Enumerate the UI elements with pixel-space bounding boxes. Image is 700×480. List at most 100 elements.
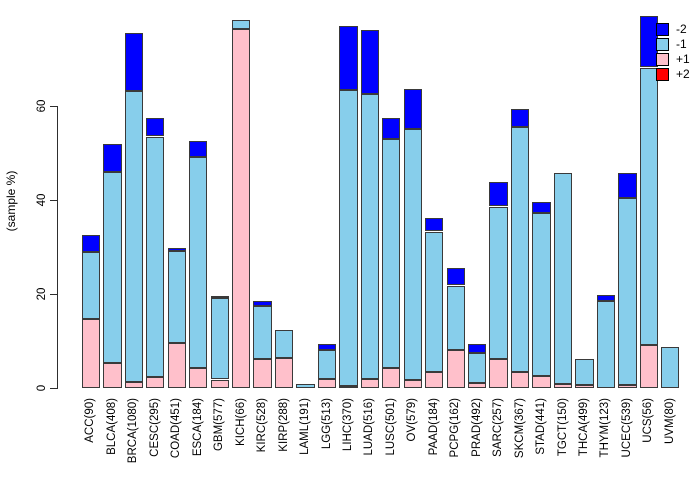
bar-segment-UCS(56)--1 — [639, 67, 659, 346]
x-axis-label: BLCA(408) — [105, 398, 118, 455]
y-tick-mark — [50, 387, 57, 389]
y-axis-label: (sample %) — [4, 170, 18, 232]
bar-segment-KIRC(528)-+1 — [253, 359, 272, 388]
bar-segment-CESC(295)--2 — [146, 118, 165, 137]
y-tick-mark — [50, 293, 57, 295]
x-axis-label: COAD(451) — [170, 398, 183, 459]
legend-label: +1 — [676, 52, 690, 66]
bar-segment-TGCT(150)-+1 — [553, 383, 573, 388]
bar-segment-UCS(56)-+1 — [639, 345, 659, 388]
x-axis-label: KIRC(528) — [256, 398, 269, 453]
bar-segment-LUSC(501)-+1 — [382, 368, 401, 388]
bar-segment-OV(579)--2 — [403, 89, 422, 129]
x-axis-label: KIRP(288) — [277, 398, 290, 452]
legend-item: -2 — [656, 22, 690, 37]
bar-segment-PCPG(162)--1 — [446, 285, 465, 350]
bar-segment-SARC(257)-+1 — [489, 359, 508, 388]
legend-item: -1 — [656, 37, 690, 52]
x-axis-label: PAAD(184) — [427, 398, 440, 456]
x-axis-label: BRCA(1080) — [127, 398, 140, 464]
legend-swatch--1 — [656, 38, 669, 51]
bar-segment-OV(579)--1 — [403, 128, 422, 380]
bar-segment-THCA(499)-+1 — [575, 385, 594, 388]
bar-segment-CESC(295)-+1 — [146, 377, 165, 388]
x-axis-label: STAD(441) — [535, 398, 548, 455]
bar-segment-TGCT(150)--1 — [553, 173, 573, 384]
x-axis-label: KICH(66) — [234, 398, 247, 446]
bar-segment-BRCA(1080)--1 — [124, 91, 143, 382]
bar-segment-LIHC(370)--2 — [339, 25, 358, 90]
bar-segment-OV(579)-+1 — [403, 379, 422, 388]
legend-label: -2 — [676, 22, 687, 36]
legend-label: +2 — [676, 67, 690, 81]
x-axis-label: PCPG(162) — [449, 398, 462, 458]
bar-segment-BRCA(1080)--2 — [124, 33, 143, 91]
x-axis-label: ACC(90) — [84, 398, 97, 443]
x-axis-label: THCA(499) — [578, 398, 590, 457]
bar-segment-PCPG(162)-+1 — [446, 349, 465, 388]
bar-segment-THYM(123)--2 — [596, 294, 616, 301]
bar-segment-PRAD(492)--2 — [468, 343, 487, 354]
bar-segment-BRCA(1080)-+1 — [124, 381, 143, 388]
y-tick-label: 0 — [36, 384, 48, 392]
bar-segment-UCEC(539)-+1 — [618, 385, 637, 388]
x-axis-label: OV(579) — [406, 398, 419, 442]
bar-segment-STAD(441)--2 — [532, 202, 551, 214]
bar-segment-COAD(451)-+1 — [167, 342, 186, 388]
bar-segment-ESCA(184)--2 — [189, 140, 208, 157]
bar-segment-UVM(80)--1 — [661, 347, 680, 388]
bar-segment-PAAD(184)--1 — [425, 231, 444, 372]
bar-segment-KIRP(288)-+1 — [274, 358, 294, 388]
x-axis-label: THYM(123) — [599, 398, 612, 458]
bar-segment-STAD(441)--1 — [532, 213, 551, 376]
bar-segment-STAD(441)-+1 — [532, 375, 551, 388]
bar-segment-ACC(90)--2 — [81, 235, 101, 252]
bar-segment-KIRC(528)--2 — [253, 301, 272, 306]
bar-segment-BLCA(408)-+1 — [103, 362, 122, 388]
bar-segment-LGG(513)--2 — [317, 343, 337, 350]
bar-segment-THCA(499)--1 — [575, 359, 594, 386]
bar-segment-SKCM(367)--2 — [510, 108, 530, 127]
bar-segment-LUSC(501)--1 — [382, 139, 401, 369]
bar-segment-UCEC(539)--1 — [618, 197, 637, 386]
bar-segment-PAAD(184)-+1 — [425, 371, 444, 388]
bar-segment-KICH(66)-+1 — [231, 29, 251, 388]
bar-segment-GBM(577)-+1 — [210, 379, 229, 388]
x-axis-label: CESC(295) — [148, 398, 161, 457]
bar-segment-ESCA(184)--1 — [189, 156, 208, 369]
bar-segment-KIRC(528)--1 — [253, 305, 272, 360]
bar-segment-BLCA(408)--2 — [103, 144, 122, 173]
bar-segment-LUAD(516)--2 — [360, 29, 380, 95]
x-axis-label: SARC(257) — [492, 398, 505, 457]
bar-segment-ACC(90)--1 — [81, 251, 101, 320]
bar-segment-UCEC(539)--2 — [618, 172, 637, 198]
x-axis-label: TGCT(150) — [556, 398, 569, 457]
bar-segment-SKCM(367)-+1 — [510, 371, 530, 388]
bar-segment-LUAD(516)--1 — [360, 94, 380, 379]
x-axis-label: LUSC(501) — [384, 398, 397, 456]
y-tick-mark — [50, 105, 57, 107]
y-tick-mark — [50, 199, 57, 201]
x-axis-label: LUAD(516) — [363, 398, 376, 456]
y-tick-label: 40 — [36, 193, 48, 207]
bar-segment-GBM(577)--2 — [210, 295, 229, 299]
bar-segment-PRAD(492)-+1 — [468, 382, 487, 388]
y-axis-line — [57, 106, 59, 389]
bar-segment-SKCM(367)--1 — [510, 126, 530, 372]
bar-segment-PAAD(184)--2 — [425, 217, 444, 232]
legend-item: +2 — [656, 67, 690, 82]
bar-segment-CESC(295)--1 — [146, 136, 165, 378]
bar-segment-LGG(513)--1 — [317, 349, 337, 379]
x-axis-label: LIHC(370) — [341, 398, 354, 452]
bar-segment-PRAD(492)--1 — [468, 353, 487, 383]
x-axis-label: GBM(577) — [213, 398, 226, 452]
bar-segment-LUAD(516)-+1 — [360, 378, 380, 388]
bar-segment-LGG(513)-+1 — [317, 379, 337, 388]
legend-swatch-+1 — [656, 53, 669, 66]
legend: -2 -1 +1 +2 — [656, 22, 690, 82]
x-axis-label: ESCA(184) — [191, 398, 204, 457]
x-axis-label: UVM(80) — [663, 398, 676, 445]
y-tick-label: 20 — [36, 287, 48, 301]
bar-segment-COAD(451)--1 — [167, 250, 186, 343]
bar-segment-BLCA(408)--1 — [103, 172, 122, 363]
